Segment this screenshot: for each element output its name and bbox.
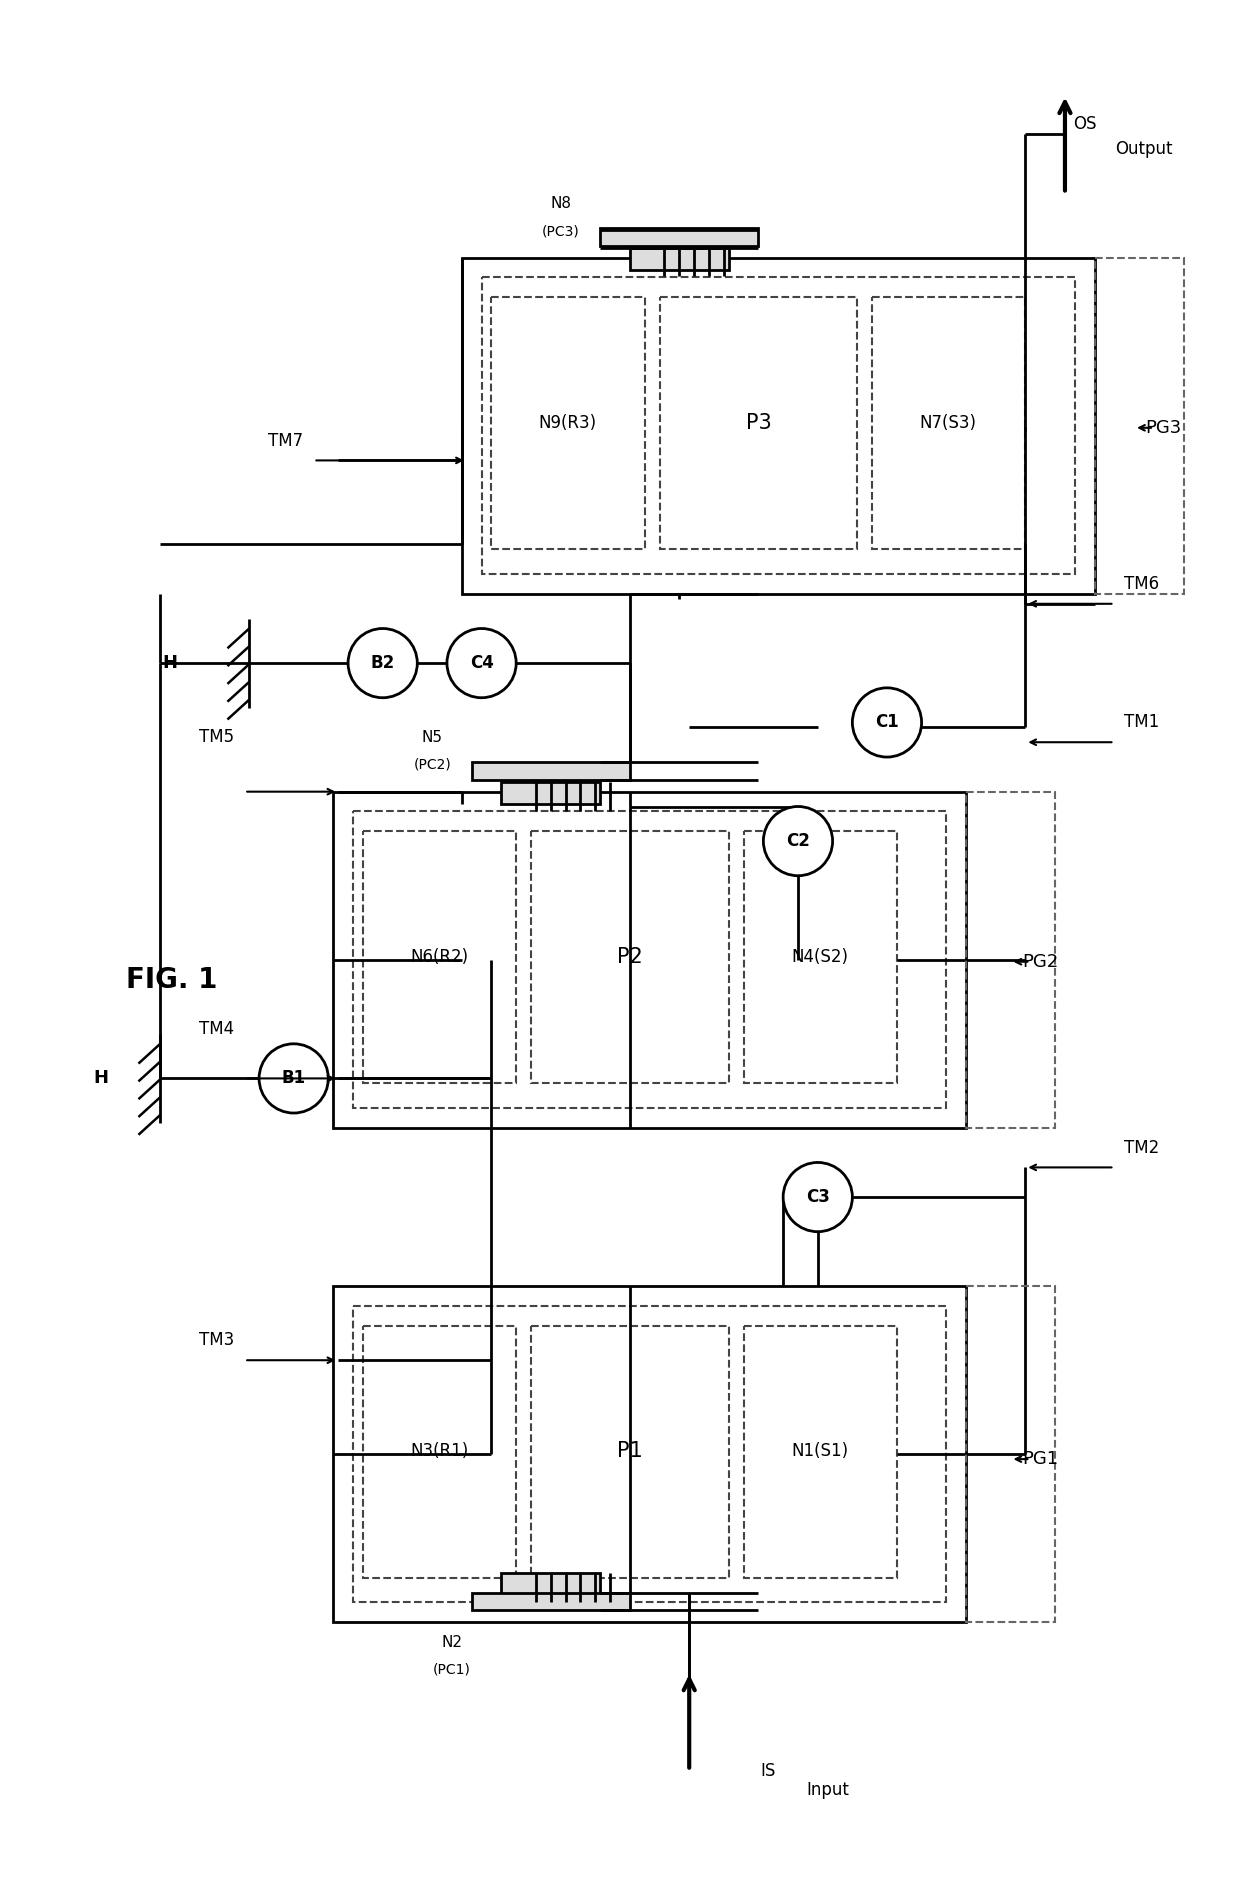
Bar [966, 1286, 1055, 1623]
Text: N8: N8 [551, 195, 572, 210]
Text: C3: C3 [806, 1189, 830, 1206]
Bar [872, 297, 1025, 550]
Text: IS: IS [760, 1762, 776, 1780]
Text: C2: C2 [786, 832, 810, 851]
Text: H: H [162, 654, 177, 672]
Text: TM5: TM5 [200, 729, 234, 746]
Text: TM1: TM1 [1125, 714, 1159, 731]
Circle shape [764, 806, 832, 875]
Bar [660, 297, 857, 550]
Bar [363, 832, 516, 1084]
Text: P3: P3 [745, 413, 771, 432]
Text: N3(R1): N3(R1) [410, 1442, 469, 1461]
Text: TM6: TM6 [1125, 575, 1159, 593]
Text: Output: Output [1115, 141, 1173, 158]
Text: C4: C4 [470, 654, 494, 672]
Text: P2: P2 [618, 947, 642, 967]
Bar [471, 1593, 630, 1611]
Text: (PC1): (PC1) [433, 1662, 471, 1677]
Text: B2: B2 [371, 654, 394, 672]
Bar [363, 1326, 516, 1578]
Text: C1: C1 [875, 714, 899, 731]
Circle shape [784, 1162, 852, 1232]
Text: N7(S3): N7(S3) [920, 413, 977, 432]
Circle shape [446, 629, 516, 699]
Bar [630, 248, 729, 270]
Bar [966, 793, 1055, 1129]
Bar [353, 811, 946, 1108]
Text: Input: Input [806, 1782, 849, 1799]
Bar [531, 1326, 729, 1578]
Text: TM4: TM4 [200, 1020, 234, 1039]
Circle shape [348, 629, 418, 699]
Text: N2: N2 [441, 1634, 463, 1649]
Bar [491, 297, 645, 550]
Text: (PC2): (PC2) [413, 759, 451, 772]
Text: B1: B1 [281, 1069, 306, 1087]
Text: P1: P1 [618, 1440, 642, 1461]
Bar [501, 781, 600, 804]
Text: TM2: TM2 [1125, 1138, 1159, 1157]
Bar [744, 1326, 897, 1578]
Bar [334, 793, 966, 1129]
Bar [461, 257, 1095, 593]
Text: FIG. 1: FIG. 1 [125, 965, 217, 993]
Text: TM3: TM3 [200, 1332, 234, 1350]
Bar [334, 1286, 966, 1623]
Text: N5: N5 [422, 731, 443, 746]
Bar [481, 278, 1075, 575]
Circle shape [259, 1044, 329, 1114]
Text: PG3: PG3 [1146, 419, 1182, 438]
Bar [531, 832, 729, 1084]
Text: N6(R2): N6(R2) [410, 948, 469, 965]
Bar [501, 1572, 600, 1594]
Text: TM7: TM7 [268, 432, 304, 449]
Text: N9(R3): N9(R3) [538, 413, 596, 432]
Text: N4(S2): N4(S2) [791, 948, 848, 965]
Text: OS: OS [1073, 115, 1096, 133]
Text: N1(S1): N1(S1) [791, 1442, 848, 1461]
Bar [353, 1305, 946, 1602]
Circle shape [852, 687, 921, 757]
Bar [471, 762, 630, 779]
Text: (PC3): (PC3) [542, 223, 579, 239]
Text: H: H [93, 1069, 108, 1087]
Text: PG1: PG1 [1022, 1450, 1058, 1469]
Bar [600, 227, 759, 246]
Bar [1095, 257, 1184, 593]
Text: PG2: PG2 [1022, 952, 1059, 971]
Bar [744, 832, 897, 1084]
